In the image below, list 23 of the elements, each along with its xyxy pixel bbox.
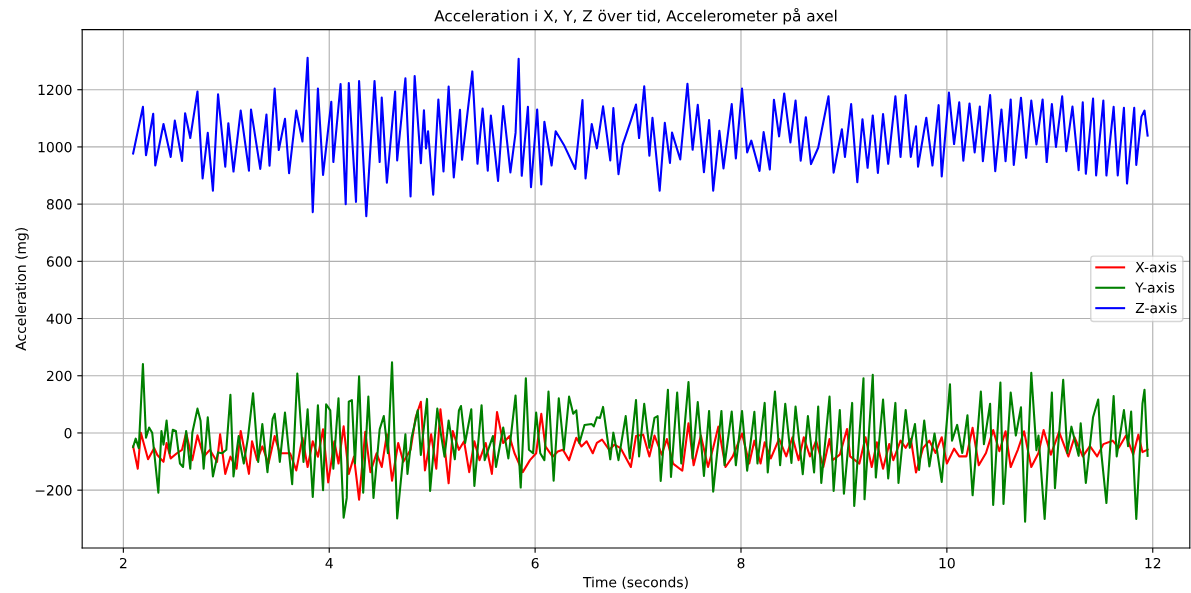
y-tick-label: 0 xyxy=(64,427,72,439)
x-tick-label: 10 xyxy=(939,557,955,569)
legend-label: Y-axis xyxy=(1135,282,1175,293)
y-axis-title: Acceleration (mg) xyxy=(15,228,29,351)
y-tick-label: 400 xyxy=(46,313,72,325)
y-tick-label: 800 xyxy=(46,199,72,210)
x-tick-label: 6 xyxy=(531,557,539,569)
legend-label: X-axis xyxy=(1135,261,1177,273)
legend-label: Z-axis xyxy=(1135,302,1177,314)
y-tick-label: 1200 xyxy=(38,84,72,96)
y-tick-label: 600 xyxy=(46,256,72,267)
x-axis-title: Time (seconds) xyxy=(582,576,688,590)
line-series xyxy=(132,400,1149,501)
y-tick-label: −200 xyxy=(35,485,72,496)
line-series xyxy=(132,56,1149,218)
x-tick-label: 12 xyxy=(1145,557,1161,569)
chart-title: Acceleration i X, Y, Z över tid, Accelerometer på axel xyxy=(434,7,837,25)
y-tick-label: 1000 xyxy=(38,141,72,153)
y-tick-label: 200 xyxy=(46,370,72,382)
x-tick-label: 4 xyxy=(325,558,333,569)
x-tick-label: 2 xyxy=(119,557,127,569)
line-series xyxy=(132,361,1149,523)
x-tick-label: 8 xyxy=(737,557,745,569)
